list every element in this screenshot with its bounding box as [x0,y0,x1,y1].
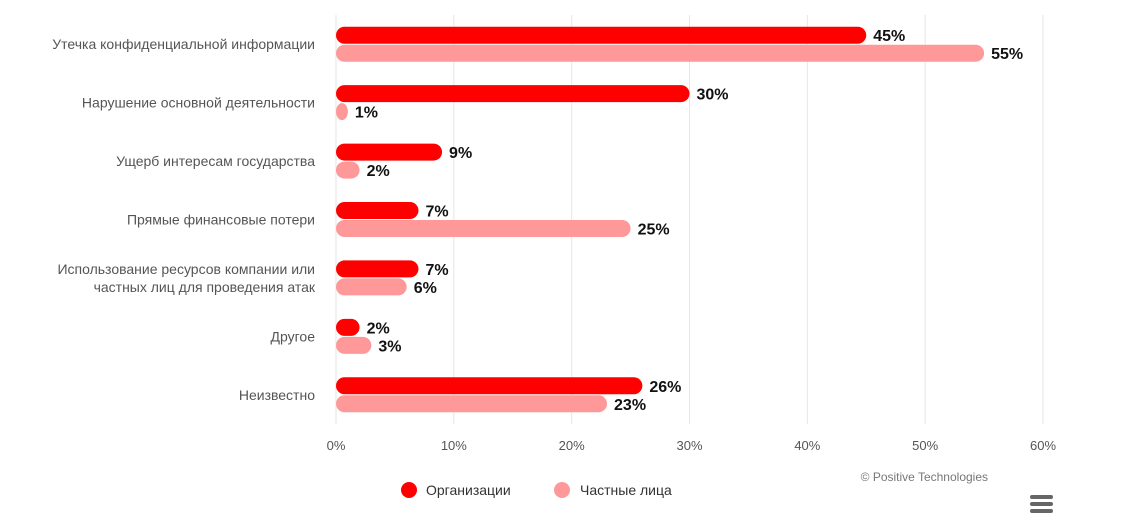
x-tick-label: 0% [327,438,346,453]
x-tick-label: 10% [441,438,467,453]
data-labels: 45%55%30%1%9%2%7%25%7%6%2%3%26%23% [355,28,1023,414]
bar [336,318,360,336]
bar [336,377,643,395]
bar [336,103,348,121]
hamburger-menu-icon[interactable] [1026,492,1056,518]
bar [336,85,690,103]
data-label: 6% [414,280,437,297]
bar [336,202,419,219]
x-tick-label: 60% [1030,438,1056,453]
legend-marker [401,482,417,498]
grid [335,15,1044,424]
category-label-line: Неизвестно [239,387,315,403]
category-label-line: Нарушение основной деятельности [82,95,315,111]
data-label: 30% [697,87,729,104]
legend: Организации Частные лица [401,482,672,498]
category-label-line: Другое [271,328,316,344]
x-tick-label: 40% [794,438,820,453]
category-label: Утечка конфиденциальной информации [52,36,315,52]
data-label: 2% [367,320,390,337]
data-label: 7% [425,204,448,221]
bar [336,143,443,161]
bars [336,26,985,413]
bar [336,220,631,237]
data-label: 45% [873,28,905,45]
bar [336,44,985,62]
data-label: 7% [425,262,448,279]
data-label: 55% [991,46,1023,63]
category-label-line: Ущерб интересам государства [116,153,315,169]
bar [336,260,419,278]
bar [336,395,608,413]
bar [336,26,867,44]
category-label-line: Прямые финансовые потери [127,212,315,228]
category-label: Прямые финансовые потери [127,212,315,228]
data-label: 2% [367,163,390,180]
category-label: Использование ресурсов компании или частн… [57,261,315,295]
category-label-line: частных лиц для проведения атак [94,279,316,295]
data-label: 26% [649,379,681,396]
data-label: 1% [355,105,378,122]
legend-marker [554,482,570,498]
bar [336,161,360,179]
bar [336,278,407,296]
x-tick-label: 50% [912,438,938,453]
data-label: 25% [638,222,670,239]
category-label-line: Утечка конфиденциальной информации [52,36,315,52]
credit: © Positive Technologies [861,470,988,484]
category-label: Неизвестно [239,387,315,403]
bar [336,336,372,354]
category-label: Ущерб интересам государства [116,153,315,169]
legend-label[interactable]: Организации [426,482,511,498]
data-label: 23% [614,397,646,414]
data-label: 9% [449,145,472,162]
legend-label[interactable]: Частные лица [580,482,672,498]
x-axis-tick-labels: 0% 10% 20% 30% 40% 50% 60% [327,438,1057,453]
category-label: Другое [271,328,316,344]
category-label: Нарушение основной деятельности [82,95,315,111]
category-labels: Утечка конфиденциальной информации Наруше… [52,36,316,403]
x-tick-label: 20% [559,438,585,453]
data-label: 3% [378,338,401,355]
category-label-line: Использование ресурсов компании или [57,261,315,277]
x-tick-label: 30% [676,438,702,453]
